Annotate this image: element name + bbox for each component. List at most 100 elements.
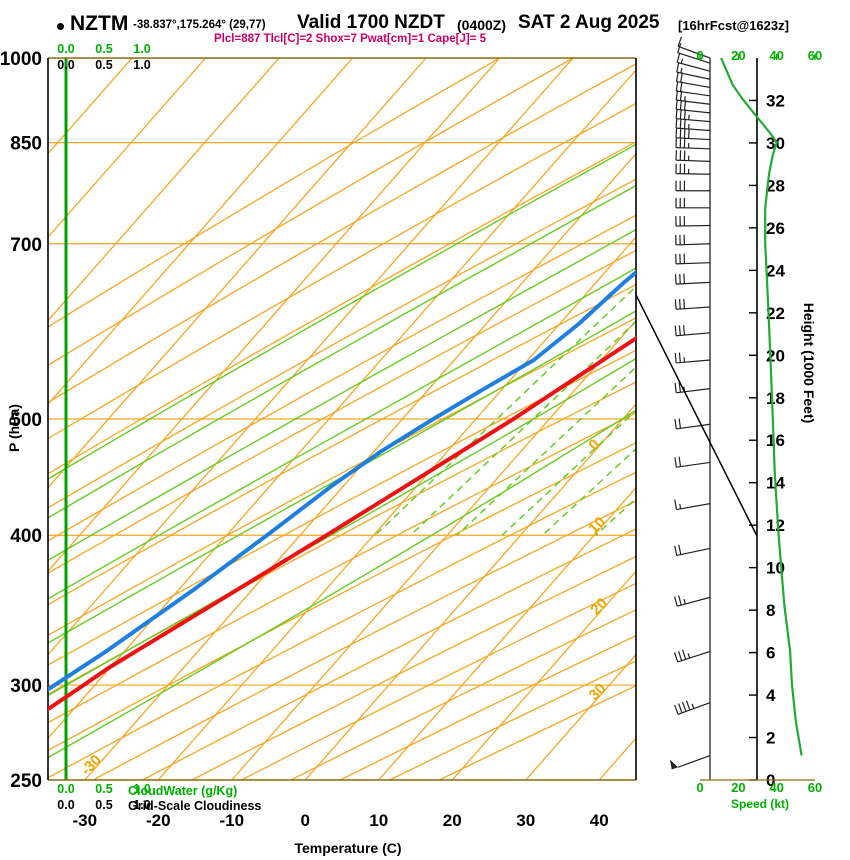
wind-barb (669, 755, 711, 770)
wind-barb (674, 700, 711, 715)
wind-barb (674, 325, 711, 337)
dry-adiabat-line (48, 412, 636, 724)
height-axis-label: Height (1000 Feet) (801, 302, 817, 424)
profile-curves-group (48, 269, 636, 712)
height-tick-label: 16 (766, 431, 785, 450)
wind-barb (675, 108, 711, 123)
height-tick-label: 20 (766, 346, 785, 365)
speed-tick-bottom: 0 (696, 780, 703, 795)
height-tick-label: 18 (766, 389, 785, 408)
temperature-tick-label: 0 (301, 811, 310, 830)
cloudwater-tick-top: 1.0 (133, 42, 150, 56)
moist-adiabat-line (48, 143, 636, 480)
temperature-tick-label: -10 (219, 811, 244, 830)
wind-speed-curve (720, 57, 803, 756)
mixing-ratio-line (501, 409, 636, 536)
wind-barb (675, 163, 711, 175)
pressure-tick-label: 300 (10, 676, 42, 697)
wind-barb (674, 298, 711, 310)
header-bar: NZTM -38.837°,175.264° (29,77) Valid 170… (0, 6, 850, 35)
wind-barb (674, 649, 711, 663)
wind-barb (674, 418, 711, 430)
wind-barb (674, 382, 711, 394)
cloudwater-legend: CloudWater (g/Kg) (128, 784, 238, 798)
dry-adiabat-line (48, 381, 636, 695)
height-tick-label: 4 (766, 686, 776, 705)
wind-barb (675, 81, 711, 97)
cloudwater-tick-top: 0.0 (57, 42, 74, 56)
moist-adiabat-line (48, 184, 636, 519)
dry-adiabat-line (142, 528, 636, 780)
pressure-tick-label: 400 (10, 526, 42, 547)
cloudiness-tick-top: 1.0 (133, 58, 150, 72)
grid-clip (48, 58, 850, 780)
dry-adiabat-line (48, 442, 636, 752)
wind-barb (674, 499, 711, 511)
pressure-axis-label: P (hPa) (6, 404, 22, 452)
pressure-tick-label: 850 (10, 134, 42, 155)
curve-clip (48, 269, 636, 712)
cloudwater-tick-bottom: 0.5 (95, 782, 112, 796)
wind-barb (674, 456, 711, 468)
wind-barb (677, 43, 711, 64)
wind-barb (675, 253, 711, 265)
temperature-tick-label: 40 (590, 811, 609, 830)
wind-barb (675, 234, 711, 246)
wind-barb (675, 118, 711, 132)
wind-barb (675, 71, 711, 89)
isotherm-line (673, 58, 850, 780)
height-tick-label: 22 (766, 304, 785, 323)
temperature-tick-label: -20 (146, 811, 171, 830)
station-name: NZTM (70, 12, 129, 35)
cloudiness-tick-bottom: 0.5 (95, 798, 112, 812)
speed-tick-bottom: 60 (808, 780, 822, 795)
isotherm-line (746, 58, 850, 780)
dry-adiabat-line (48, 63, 636, 404)
isotherm-line (84, 152, 636, 780)
pressure-tick-label: 500 (10, 410, 42, 431)
height-tick-label: 6 (766, 644, 775, 663)
height-tick-label: 12 (766, 516, 785, 535)
height-tick-label: 28 (766, 176, 785, 195)
isotherm-line (48, 69, 636, 740)
grid-lines-group (47, 57, 850, 781)
speed-axis-label: Speed (kt) (730, 797, 789, 811)
valid-utc: (0400Z) (457, 17, 507, 33)
moist-adiabat-line (48, 409, 636, 759)
isotherm-line (451, 570, 636, 780)
pressure-tick-label: 700 (10, 235, 42, 256)
wind-barb (674, 544, 711, 557)
station-coords: -38.837°,175.264° (29,77) (133, 19, 266, 31)
moist-adiabat-line (48, 310, 636, 644)
dry-adiabat-line (48, 214, 636, 542)
mixing-ratio-line (456, 366, 636, 536)
wind-barb (675, 137, 711, 150)
speed-tick-bottom: 20 (731, 780, 745, 795)
wind-barb (675, 180, 710, 192)
wind-barb (675, 127, 711, 141)
moist-adiabat-line (48, 228, 636, 562)
dry-adiabat-line (92, 500, 636, 780)
wind-barb (675, 215, 711, 227)
isotherm-line (48, 58, 501, 573)
dry-adiabat-line (48, 317, 636, 636)
wind-barb (674, 273, 711, 285)
wind-barb (677, 36, 711, 59)
cloudiness-tick-bottom: 1.0 (133, 798, 150, 812)
height-tick-label: 26 (766, 219, 785, 238)
wind-barb (675, 197, 710, 209)
temperature-tick-label: 30 (516, 811, 535, 830)
cloudwater-tick-bottom: 0.0 (57, 782, 74, 796)
dry-adiabat-line (48, 102, 636, 440)
temperature-tick-label: 10 (369, 811, 388, 830)
isotherm-line (525, 653, 636, 780)
wind-barb (676, 62, 711, 80)
height-tick-label: 8 (766, 601, 775, 620)
temperature-profile-line (48, 336, 636, 712)
height-tick-label: 32 (766, 91, 785, 110)
cloudwater-tick-top: 0.5 (95, 42, 112, 56)
pressure-tick-label: 250 (10, 771, 42, 792)
